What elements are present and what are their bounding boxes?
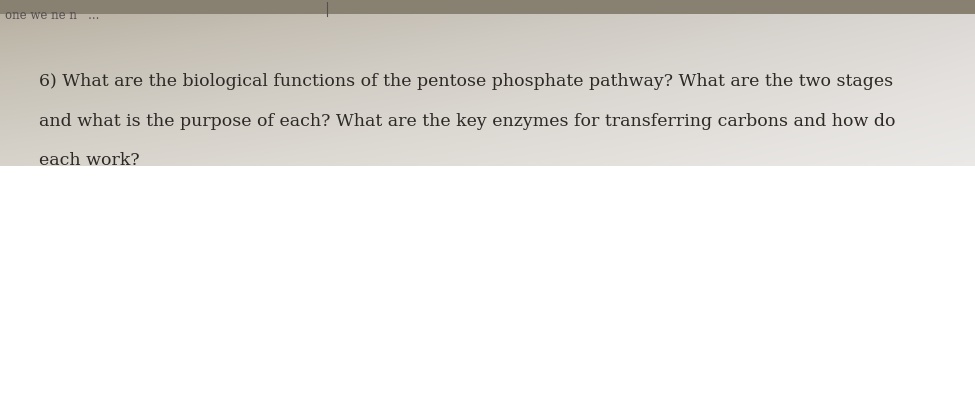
Text: 6) What are the biological functions of the pentose phosphate pathway? What are : 6) What are the biological functions of …: [39, 73, 893, 90]
Text: one we ne n   ...: one we ne n ...: [5, 9, 99, 22]
Text: each work?: each work?: [39, 152, 139, 169]
Bar: [0, 0, 975, 14]
Text: and what is the purpose of each? What are the key enzymes for transferring carbo: and what is the purpose of each? What ar…: [39, 113, 895, 130]
